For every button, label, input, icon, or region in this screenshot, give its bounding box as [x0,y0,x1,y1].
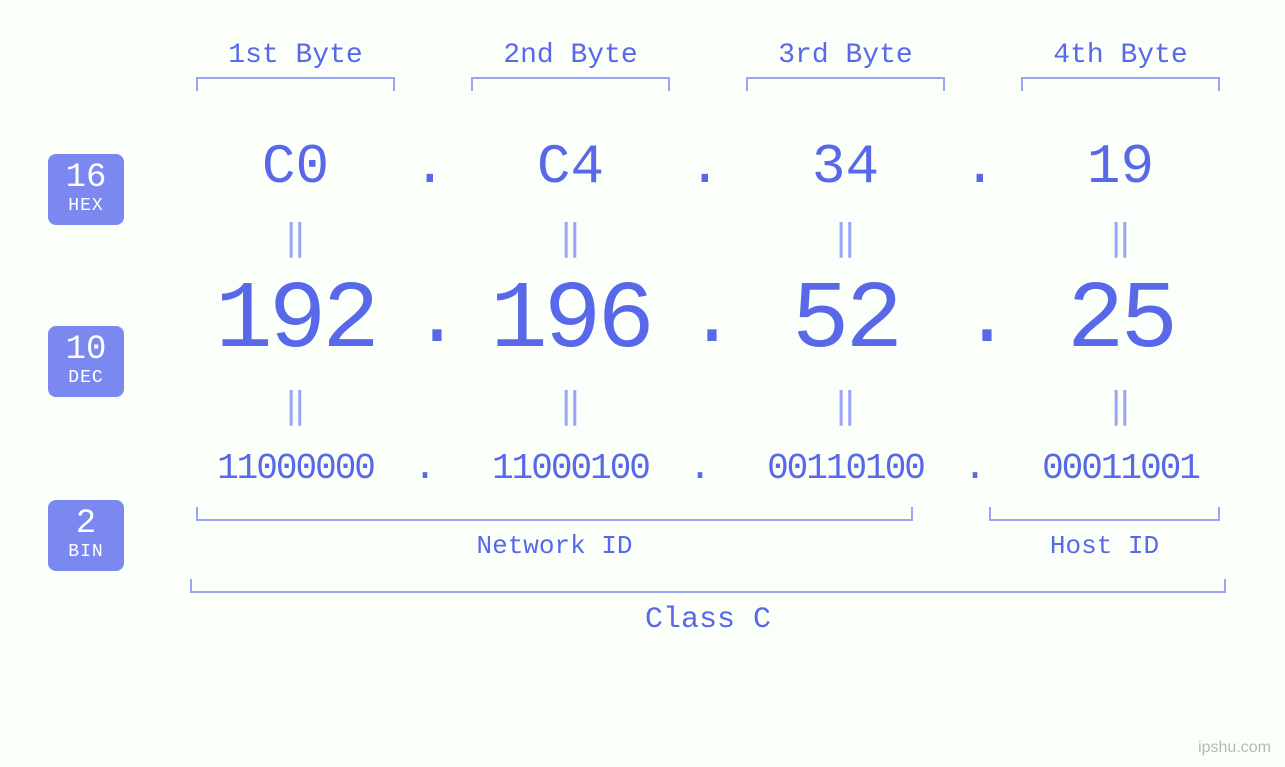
byte-brackets-row [178,77,1238,91]
badge-bin-label: BIN [48,543,124,563]
bin-value: 11000100 [453,448,688,489]
byte-header: 1st Byte [178,40,413,71]
equals-icon: ‖ [1003,217,1238,260]
dot-icon: . [413,275,453,366]
hex-value: C4 [453,135,688,199]
badge-bin-num: 2 [48,506,124,543]
equals-icon: ‖ [453,385,688,428]
id-brackets-row: Network ID Host ID [178,507,1238,561]
badge-bin: 2 BIN [48,500,124,571]
badge-hex: 16 HEX [48,154,124,225]
dot-icon: . [688,446,728,491]
bin-value: 00011001 [1003,448,1238,489]
bin-value: 00110100 [728,448,963,489]
badge-dec-label: DEC [48,369,124,389]
dec-value: 192 [178,266,413,375]
dec-value: 52 [728,266,963,375]
byte-header-row: 1st Byte 2nd Byte 3rd Byte 4th Byte [178,40,1238,71]
dot-icon: . [963,446,1003,491]
byte-bracket [471,77,670,91]
class-bracket-row: Class C [178,579,1238,637]
dot-icon: . [963,275,1003,366]
byte-bracket [746,77,945,91]
equals-row: ‖ ‖ ‖ ‖ [178,385,1238,428]
byte-header: 4th Byte [1003,40,1238,71]
equals-icon: ‖ [178,385,413,428]
class-label: Class C [190,603,1226,637]
equals-icon: ‖ [728,385,963,428]
watermark: ipshu.com [1198,739,1271,757]
dot-icon: . [688,275,728,366]
dec-row: 192 . 196 . 52 . 25 [178,266,1238,375]
class-bracket [190,579,1226,593]
badge-hex-num: 16 [48,160,124,197]
dec-value: 196 [453,266,688,375]
network-bracket [196,507,913,521]
network-id-label: Network ID [190,531,919,561]
bin-value: 11000000 [178,448,413,489]
byte-bracket [196,77,395,91]
badge-dec-num: 10 [48,332,124,369]
dot-icon: . [413,135,453,199]
host-id-label: Host ID [983,531,1226,561]
dot-icon: . [963,135,1003,199]
hex-value: 19 [1003,135,1238,199]
equals-icon: ‖ [453,217,688,260]
byte-bracket [1021,77,1220,91]
badge-dec: 10 DEC [48,326,124,397]
byte-header: 2nd Byte [453,40,688,71]
hex-value: 34 [728,135,963,199]
badge-hex-label: HEX [48,197,124,217]
hex-value: C0 [178,135,413,199]
dec-value: 25 [1003,266,1238,375]
equals-icon: ‖ [1003,385,1238,428]
dot-icon: . [688,135,728,199]
dot-icon: . [413,446,453,491]
equals-row: ‖ ‖ ‖ ‖ [178,217,1238,260]
equals-icon: ‖ [728,217,963,260]
diagram-grid: 1st Byte 2nd Byte 3rd Byte 4th Byte C0 .… [178,0,1238,637]
byte-header: 3rd Byte [728,40,963,71]
equals-icon: ‖ [178,217,413,260]
bin-row: 11000000 . 11000100 . 00110100 . 0001100… [178,446,1238,491]
host-bracket [989,507,1220,521]
hex-row: C0 . C4 . 34 . 19 [178,135,1238,199]
